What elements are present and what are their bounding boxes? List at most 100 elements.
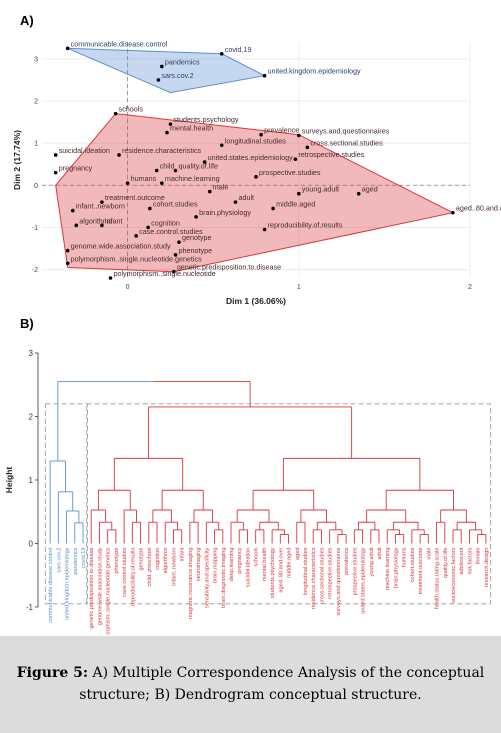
leaf-label: genetic.predisposition.to.disease [89, 548, 95, 629]
point-label: cross.sectional.studies [310, 138, 383, 147]
leaf-label: mental.health [262, 548, 268, 582]
leaf-label: research.design [484, 548, 490, 588]
point-label: aged..80.and.over [456, 204, 501, 213]
point-label: covid.19 [225, 45, 252, 54]
leaf-label: machine.learning [385, 548, 391, 591]
y-tick-label: 1 [34, 141, 38, 148]
point-label: pandemics [165, 57, 200, 66]
leaf-label: genome.wide.association.study [97, 547, 103, 625]
leaf-label: phenotype [114, 548, 120, 574]
y-tick-label: 3 [34, 56, 38, 63]
leaf-label: neuroimaging [196, 548, 202, 582]
data-point [154, 168, 159, 173]
data-point [165, 130, 169, 135]
leaf-label: risk.factors [467, 547, 473, 574]
point-label: genetic.predisposition.to.disease [177, 263, 281, 272]
data-point [65, 248, 70, 253]
leaf-label: covid.19 [81, 548, 87, 569]
leaf-label: magnetic.resonance.imaging [188, 548, 194, 620]
data-point [53, 170, 58, 175]
figure-caption: Figure 5: A) Multiple Correspondence Ana… [0, 636, 501, 733]
y-tick-label: -1 [32, 225, 38, 232]
leaf-label: treatment.outcome [418, 548, 424, 595]
point-label: algorithms [79, 216, 113, 225]
leaf-label: young.adult [369, 547, 375, 576]
point-label: aged [362, 185, 378, 194]
point-label: genome.wide.association.study [71, 242, 171, 251]
point-label: middle.aged [276, 199, 315, 208]
leaf-label: socioeconomic.factors [451, 547, 457, 603]
data-point [100, 200, 104, 204]
leaf-label: infant [180, 547, 186, 561]
point-label: humans [131, 174, 157, 183]
leaf-label: cognition [155, 548, 161, 570]
leaf-label: brain.diagnostic.imaging [221, 548, 227, 608]
point-label: prevalence [264, 126, 299, 135]
x-tick-label: 1 [297, 284, 301, 291]
y-axis-label: Height [4, 467, 14, 494]
data-point [207, 189, 212, 194]
leaf-label: surveys.and.questionnaires [336, 547, 342, 615]
point-label: mental.health [170, 124, 213, 133]
data-point [71, 208, 75, 213]
dendrogram-plot: 3 2 1 0 -1 Height communicable.disease.control… [4, 349, 491, 635]
leaf-label: health.status.rating.scale [435, 548, 441, 610]
leaf-label: algorithms [163, 547, 169, 573]
data-point [451, 210, 455, 215]
caption-line-1: Figure 5: A) Multiple Correspondence Ana… [17, 663, 485, 685]
data-point [156, 78, 161, 82]
leaf-label: pregnancy [237, 547, 243, 573]
caption-text-1: A) Multiple Correspondence Analysis of t… [92, 664, 485, 681]
leaf-label: suicidal.ideation [245, 548, 251, 588]
data-point [74, 223, 79, 228]
y-tick-label: 1 [29, 476, 34, 485]
data-point [194, 215, 198, 219]
point-label: brain.physiology [199, 208, 251, 217]
leaf-label: brain.physiology [393, 547, 399, 588]
point-label: male [213, 183, 229, 192]
point-label: cognition [151, 218, 180, 227]
leaf-label: middle.aged [287, 548, 293, 578]
data-point [305, 145, 310, 150]
leaf-label: male [426, 548, 432, 560]
leaf-label: retrospective.studies [328, 547, 334, 599]
data-point [173, 253, 178, 257]
panel-b-label: B) [20, 316, 34, 331]
point-label: polymorphism..single.nucleotide.genetics [71, 254, 202, 263]
point-label: child [160, 162, 175, 171]
data-point [219, 52, 224, 56]
leaf-label: quality.of.life [443, 548, 449, 579]
leaf-label: genotype [139, 548, 145, 571]
data-point [271, 206, 275, 211]
leaf-label: sars.cov.2 [56, 548, 62, 573]
point-label: reproducibility.of.results [268, 221, 343, 230]
data-point [146, 225, 150, 230]
leaf-label: cohort.studies [410, 547, 416, 582]
point-label: sars.cov.2 [161, 71, 193, 80]
point-label: suicidal.ideation [59, 146, 110, 155]
data-point [65, 46, 70, 51]
leaf-label: cross.sectional.studies [319, 547, 325, 603]
data-point [160, 64, 164, 69]
leaf-label: aged [295, 548, 301, 560]
point-label: retrospective.studies [298, 150, 364, 159]
y-tick-label: 0 [29, 540, 34, 549]
point-label: united.states.epidemiology [208, 153, 294, 162]
data-point [297, 133, 301, 138]
leaf-label: prevalence [344, 548, 350, 575]
data-point [262, 227, 267, 232]
data-point [177, 240, 181, 244]
cluster-box-1 [45, 403, 88, 605]
data-point [65, 261, 70, 266]
leaf-label: students.psychology [270, 547, 276, 598]
caption-line-2: structure; B) Dendrogram conceptual stru… [79, 686, 422, 703]
point-label: surveys.and.questionnaires [302, 127, 390, 136]
leaf-label: deep.learning [229, 548, 235, 582]
leaf-label: reproducibility.of.results [130, 547, 136, 606]
y-tick-label: 2 [29, 413, 34, 422]
point-label: cohort.studies [153, 199, 198, 208]
data-point [356, 191, 361, 196]
data-point [259, 132, 263, 137]
point-label: residence.characteristics [122, 146, 202, 155]
